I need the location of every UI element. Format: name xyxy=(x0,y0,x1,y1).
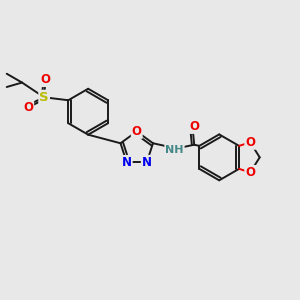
Text: O: O xyxy=(40,73,51,86)
Text: O: O xyxy=(245,136,255,149)
Text: S: S xyxy=(39,91,49,104)
Text: O: O xyxy=(189,120,199,133)
Text: O: O xyxy=(23,100,33,113)
Text: O: O xyxy=(245,166,255,179)
Text: O: O xyxy=(132,125,142,138)
Text: NH: NH xyxy=(165,145,184,155)
Text: N: N xyxy=(122,156,132,169)
Text: N: N xyxy=(142,156,152,169)
